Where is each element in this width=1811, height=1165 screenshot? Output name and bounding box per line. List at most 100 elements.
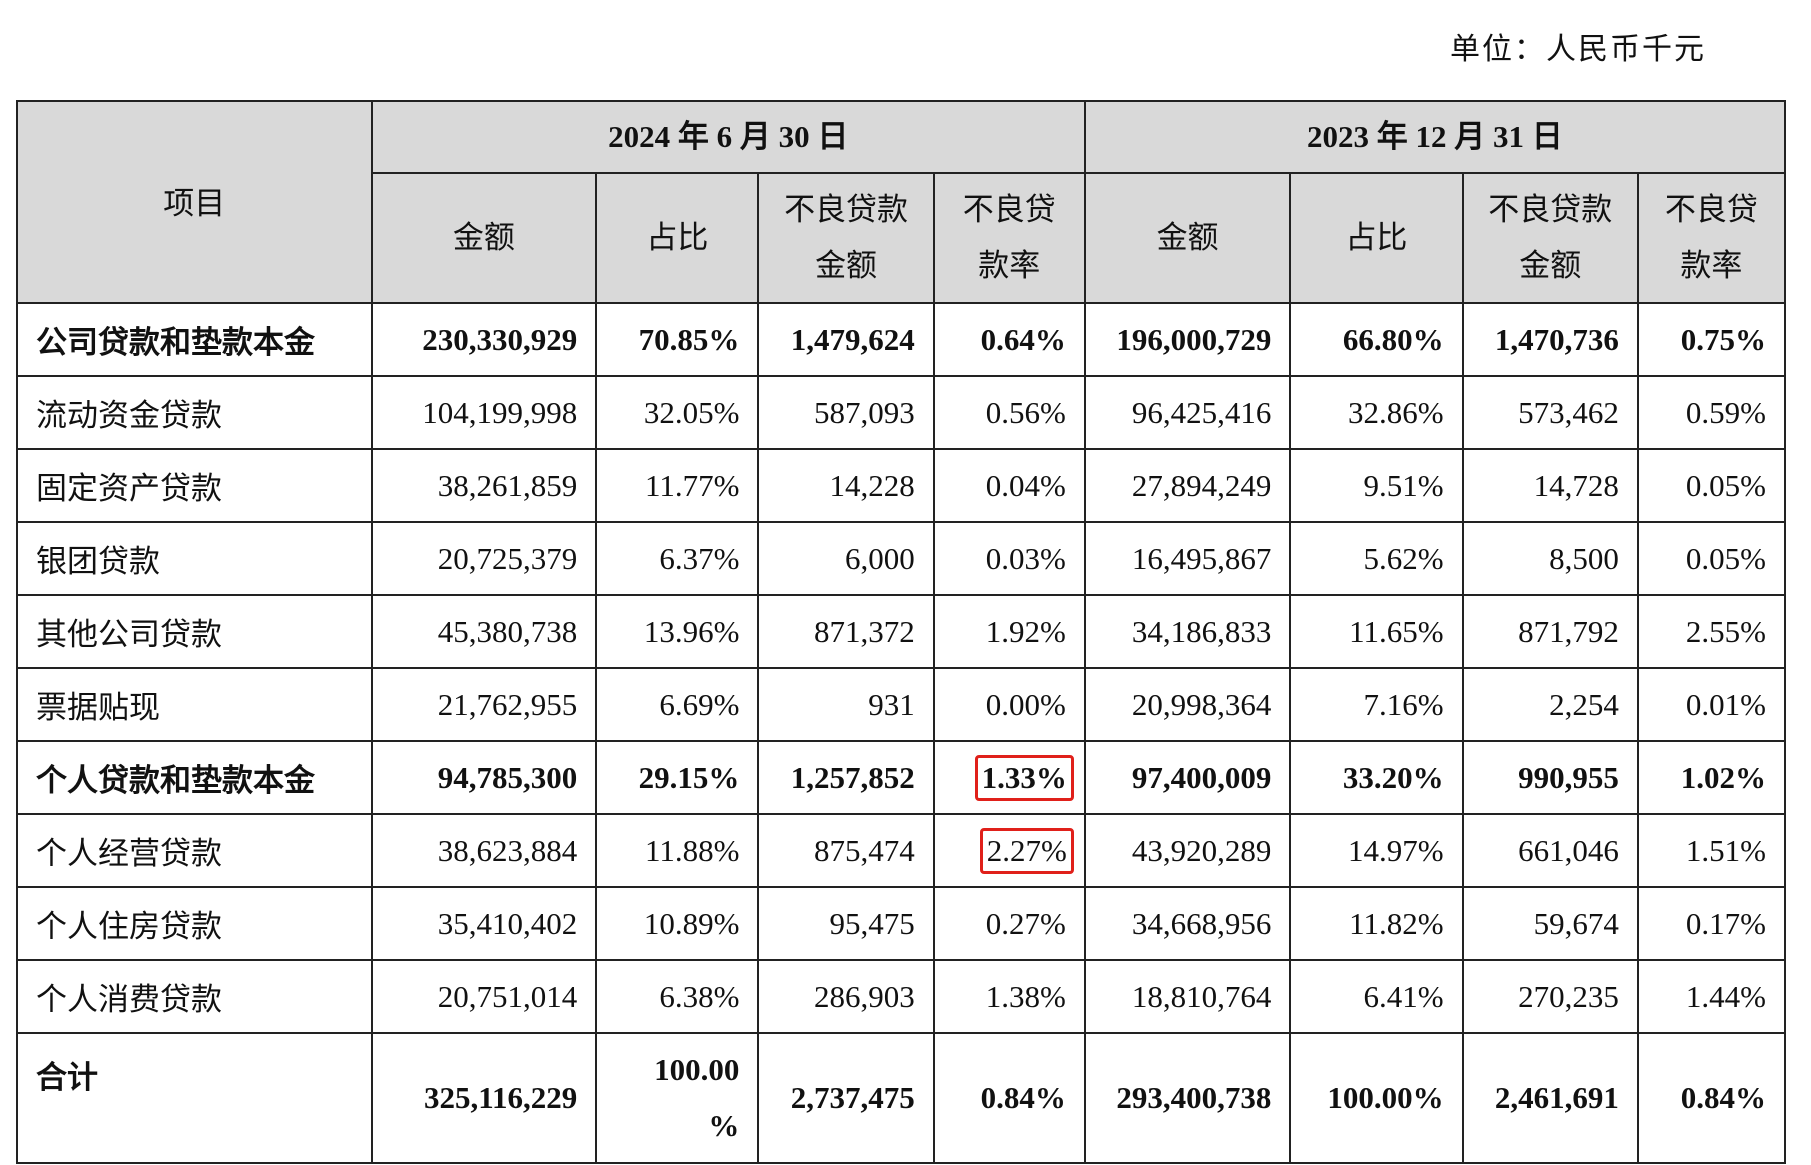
row-label: 银团贷款 bbox=[16, 521, 373, 596]
period-2024-header: 2024 年 6 月 30 日 bbox=[370, 100, 1086, 174]
row-label: 流动资金贷款 bbox=[16, 375, 373, 450]
cell: 0.03% bbox=[932, 521, 1086, 596]
row-label: 个人贷款和垫款本金 bbox=[16, 740, 373, 815]
cell: 270,235 bbox=[1461, 959, 1639, 1034]
cell: 1.51% bbox=[1636, 813, 1787, 888]
cell: 13.96% bbox=[595, 594, 760, 669]
table-row: 流动资金贷款 104,199,998 32.05% 587,093 0.56% … bbox=[16, 375, 1787, 450]
cell: 38,623,884 bbox=[370, 813, 598, 888]
cell: 16,495,867 bbox=[1083, 521, 1292, 596]
row-label: 个人经营贷款 bbox=[16, 813, 373, 888]
cell: 10.89% bbox=[595, 886, 760, 961]
cell: 990,955 bbox=[1461, 740, 1639, 815]
npl-amount-header-2023: 不良贷款 金额 bbox=[1461, 172, 1639, 304]
npl-amount-header-2024: 不良贷款 金额 bbox=[757, 172, 935, 304]
cell: 1.02% bbox=[1636, 740, 1787, 815]
cell: 0.56% bbox=[932, 375, 1086, 450]
row-label: 个人住房贷款 bbox=[16, 886, 373, 961]
cell: 35,410,402 bbox=[370, 886, 598, 961]
cell: 95,475 bbox=[757, 886, 935, 961]
cell: 2.27% bbox=[932, 813, 1086, 888]
row-label: 固定资产贷款 bbox=[16, 448, 373, 523]
cell: 7.16% bbox=[1289, 667, 1464, 742]
cell: 33.20% bbox=[1289, 740, 1464, 815]
cell: 8,500 bbox=[1461, 521, 1639, 596]
cell: 20,751,014 bbox=[370, 959, 598, 1034]
cell: 104,199,998 bbox=[370, 375, 598, 450]
cell: 1.38% bbox=[932, 959, 1086, 1034]
cell: 0.84% bbox=[1636, 1032, 1787, 1164]
row-label: 公司贷款和垫款本金 bbox=[16, 302, 373, 377]
row-label: 其他公司贷款 bbox=[16, 594, 373, 669]
cell: 6.38% bbox=[595, 959, 760, 1034]
cell: 100.00% bbox=[1289, 1032, 1464, 1164]
cell: 5.62% bbox=[1289, 521, 1464, 596]
cell: 587,093 bbox=[757, 375, 935, 450]
cell: 27,894,249 bbox=[1083, 448, 1292, 523]
table-row: 其他公司贷款 45,380,738 13.96% 871,372 1.92% 3… bbox=[16, 594, 1787, 669]
cell: 18,810,764 bbox=[1083, 959, 1292, 1034]
cell: 70.85% bbox=[595, 302, 760, 377]
cell: 6,000 bbox=[757, 521, 935, 596]
amount-header-2024: 金额 bbox=[370, 172, 598, 304]
cell: 45,380,738 bbox=[370, 594, 598, 669]
cell: 1,470,736 bbox=[1461, 302, 1639, 377]
cell: 21,762,955 bbox=[370, 667, 598, 742]
cell: 1,479,624 bbox=[757, 302, 935, 377]
table-row: 个人贷款和垫款本金 94,785,300 29.15% 1,257,852 1.… bbox=[16, 740, 1787, 815]
cell: 11.65% bbox=[1289, 594, 1464, 669]
cell: 871,792 bbox=[1461, 594, 1639, 669]
cell: 573,462 bbox=[1461, 375, 1639, 450]
cell: 0.17% bbox=[1636, 886, 1787, 961]
row-label: 票据贴现 bbox=[16, 667, 373, 742]
cell: 2,737,475 bbox=[757, 1032, 935, 1164]
cell: 2,254 bbox=[1461, 667, 1639, 742]
cell: 661,046 bbox=[1461, 813, 1639, 888]
cell: 29.15% bbox=[595, 740, 760, 815]
cell: 1.92% bbox=[932, 594, 1086, 669]
cell: 11.88% bbox=[595, 813, 760, 888]
period-2023-header: 2023 年 12 月 31 日 bbox=[1083, 100, 1787, 174]
cell: 875,474 bbox=[757, 813, 935, 888]
share-header-2024: 占比 bbox=[595, 172, 760, 304]
cell: 1.33% bbox=[932, 740, 1086, 815]
cell: 6.41% bbox=[1289, 959, 1464, 1034]
cell: 293,400,738 bbox=[1083, 1032, 1292, 1164]
cell: 59,674 bbox=[1461, 886, 1639, 961]
cell: 66.80% bbox=[1289, 302, 1464, 377]
cell: 20,725,379 bbox=[370, 521, 598, 596]
npl-rate-header-2023: 不良贷 款率 bbox=[1636, 172, 1787, 304]
cell: 1.44% bbox=[1636, 959, 1787, 1034]
cell: 38,261,859 bbox=[370, 448, 598, 523]
cell: 14.97% bbox=[1289, 813, 1464, 888]
row-label: 个人消费贷款 bbox=[16, 959, 373, 1034]
highlighted-value: 2.27% bbox=[979, 827, 1074, 874]
cell: 11.77% bbox=[595, 448, 760, 523]
table-row: 个人消费贷款 20,751,014 6.38% 286,903 1.38% 18… bbox=[16, 959, 1787, 1034]
cell: 32.05% bbox=[595, 375, 760, 450]
cell: 196,000,729 bbox=[1083, 302, 1292, 377]
item-column-header: 项目 bbox=[16, 100, 373, 304]
cell: 325,116,229 bbox=[370, 1032, 598, 1164]
share-header-2023: 占比 bbox=[1289, 172, 1464, 304]
cell: 100.00% bbox=[595, 1032, 760, 1164]
cell: 34,668,956 bbox=[1083, 886, 1292, 961]
cell: 0.05% bbox=[1636, 448, 1787, 523]
unit-label: 单位：人民币千元 bbox=[1450, 32, 1706, 67]
cell: 6.69% bbox=[595, 667, 760, 742]
cell: 0.01% bbox=[1636, 667, 1787, 742]
cell: 871,372 bbox=[757, 594, 935, 669]
cell: 1,257,852 bbox=[757, 740, 935, 815]
cell: 96,425,416 bbox=[1083, 375, 1292, 450]
cell: 34,186,833 bbox=[1083, 594, 1292, 669]
cell: 43,920,289 bbox=[1083, 813, 1292, 888]
cell: 0.75% bbox=[1636, 302, 1787, 377]
cell: 2,461,691 bbox=[1461, 1032, 1639, 1164]
cell: 20,998,364 bbox=[1083, 667, 1292, 742]
cell: 9.51% bbox=[1289, 448, 1464, 523]
cell: 32.86% bbox=[1289, 375, 1464, 450]
cell: 0.59% bbox=[1636, 375, 1787, 450]
table-row: 固定资产贷款 38,261,859 11.77% 14,228 0.04% 27… bbox=[16, 448, 1787, 523]
cell: 11.82% bbox=[1289, 886, 1464, 961]
table-row: 公司贷款和垫款本金 230,330,929 70.85% 1,479,624 0… bbox=[16, 302, 1787, 377]
